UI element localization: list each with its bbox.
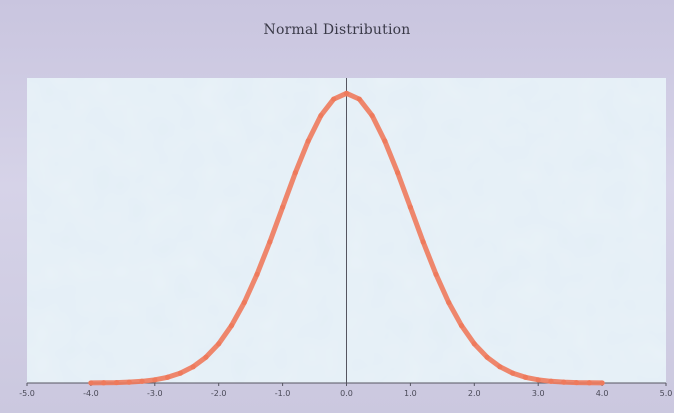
data-point <box>101 380 107 386</box>
data-point <box>561 379 567 385</box>
data-point <box>267 239 273 245</box>
data-point <box>305 138 311 144</box>
data-point <box>228 323 235 329</box>
data-point <box>139 378 145 384</box>
data-point <box>446 299 452 306</box>
data-point <box>433 271 439 277</box>
data-point <box>88 380 94 386</box>
data-point <box>241 299 247 306</box>
data-point <box>484 354 490 360</box>
data-point <box>254 271 260 277</box>
data-point <box>510 370 516 376</box>
data-point <box>471 341 477 347</box>
x-tick-label: -1.0 <box>275 389 291 398</box>
x-tick-label: -5.0 <box>19 389 35 398</box>
x-tick-label: 3.0 <box>532 389 545 398</box>
data-point <box>356 96 362 102</box>
data-point <box>548 378 554 384</box>
data-point <box>331 96 337 102</box>
data-point <box>203 354 209 360</box>
x-tick-label: 2.0 <box>468 389 481 398</box>
chart-title: Normal Distribution <box>263 22 411 38</box>
x-tick-label: 1.0 <box>404 389 417 398</box>
series-group <box>88 90 605 386</box>
data-point <box>458 323 465 329</box>
x-tick-label: -3.0 <box>147 389 163 398</box>
x-tick-label: 4.0 <box>596 389 609 398</box>
data-point <box>164 374 171 380</box>
data-point <box>497 364 503 370</box>
x-tick-label: -2.0 <box>211 389 227 398</box>
data-point <box>113 379 120 386</box>
data-point <box>407 204 413 210</box>
data-point <box>586 380 592 386</box>
data-point <box>522 374 529 380</box>
data-point <box>216 341 222 347</box>
x-tick-label: -4.0 <box>83 389 99 398</box>
data-point <box>535 377 541 383</box>
data-point <box>420 239 426 245</box>
x-tick-label: 5.0 <box>660 389 673 398</box>
x-ticks: -5.0 -4.0 -3.0 -2.0 -1.0 0.0 1.0 2.0 3.0 4.0 5.0 <box>19 383 672 398</box>
data-point <box>599 380 605 386</box>
data-point <box>292 170 298 176</box>
data-point <box>369 112 375 119</box>
data-point <box>190 364 196 370</box>
x-tick-label: 0.0 <box>340 389 353 398</box>
data-point <box>177 370 183 376</box>
data-point <box>318 112 324 119</box>
data-point <box>395 170 401 176</box>
data-point <box>343 90 350 96</box>
data-point <box>382 138 388 144</box>
data-point <box>280 204 286 210</box>
data-point <box>152 377 158 383</box>
data-point <box>573 379 580 386</box>
data-point <box>126 379 132 385</box>
